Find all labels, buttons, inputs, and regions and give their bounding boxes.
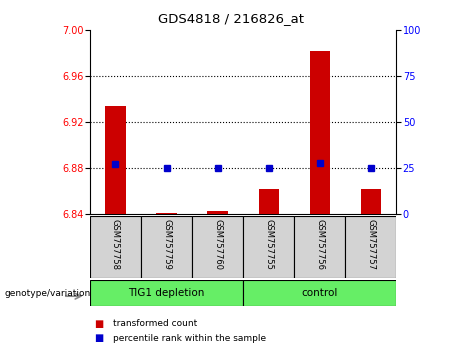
Bar	[345, 216, 396, 278]
Bar	[243, 216, 294, 278]
Text: genotype/variation: genotype/variation	[5, 289, 91, 298]
Text: GSM757756: GSM757756	[315, 219, 325, 270]
Text: ■: ■	[95, 333, 104, 343]
Text: TIG1 depletion: TIG1 depletion	[128, 288, 205, 298]
Bar	[90, 216, 141, 278]
Bar	[259, 189, 279, 214]
Text: ■: ■	[95, 319, 104, 329]
Bar	[361, 189, 381, 214]
Text: percentile rank within the sample: percentile rank within the sample	[113, 333, 266, 343]
Bar	[192, 216, 243, 278]
Text: GSM757759: GSM757759	[162, 219, 171, 270]
Text: GDS4818 / 216826_at: GDS4818 / 216826_at	[158, 12, 303, 25]
Text: GSM757757: GSM757757	[366, 219, 375, 270]
Text: transformed count: transformed count	[113, 319, 197, 329]
Text: GSM757760: GSM757760	[213, 219, 222, 270]
Bar	[90, 280, 243, 306]
Bar	[141, 216, 192, 278]
Bar	[243, 280, 396, 306]
Bar	[207, 211, 228, 214]
Bar	[310, 51, 330, 214]
Text: GSM757755: GSM757755	[264, 219, 273, 270]
Bar	[156, 213, 177, 214]
Text: GSM757758: GSM757758	[111, 219, 120, 270]
Bar	[294, 216, 345, 278]
Text: control: control	[301, 288, 338, 298]
Bar	[105, 106, 126, 214]
